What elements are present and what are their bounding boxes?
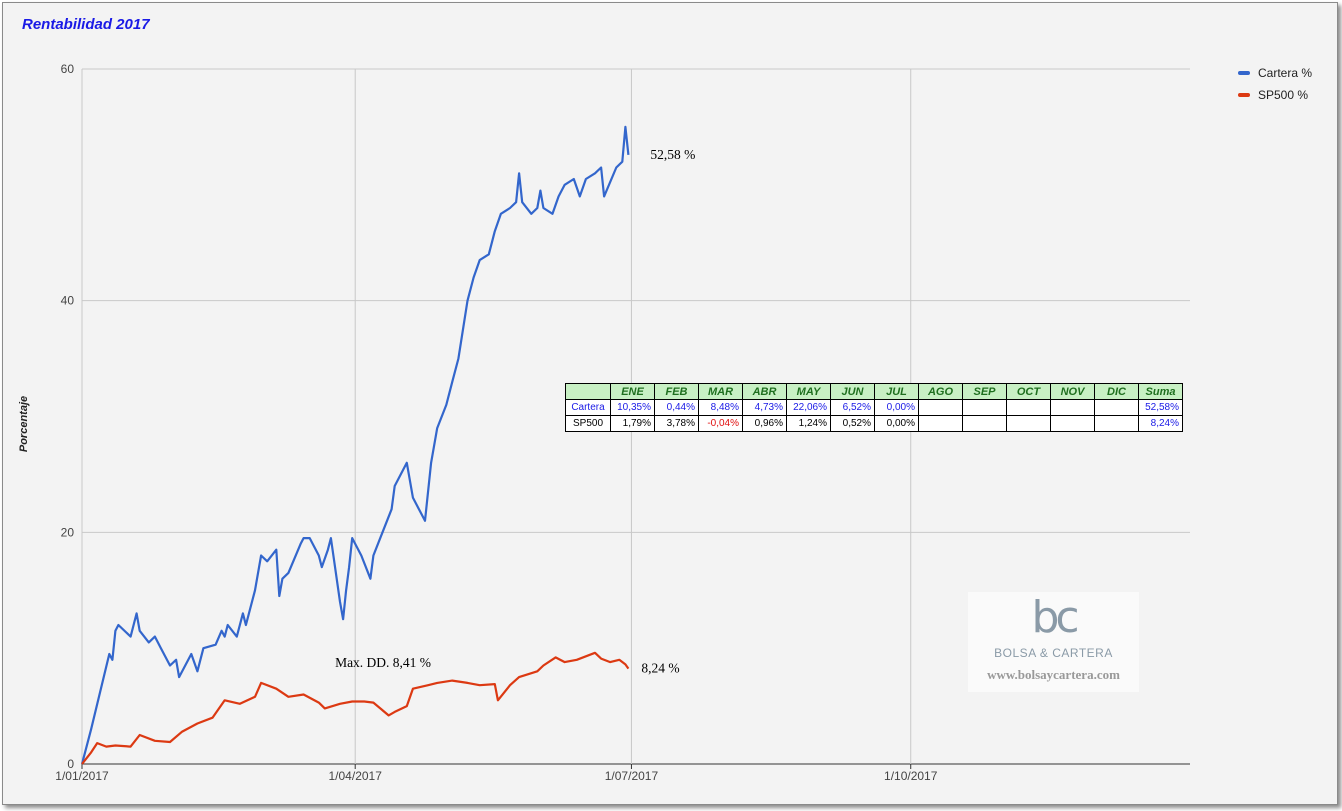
x-tick-label: 1/01/2017 bbox=[55, 769, 109, 783]
chart-title: Rentabilidad 2017 bbox=[22, 16, 150, 33]
table-cell: 10,35% bbox=[610, 399, 655, 416]
table-cell: 6,52% bbox=[830, 399, 875, 416]
table-header-cell: NOV bbox=[1050, 383, 1095, 400]
legend-item-cartera[interactable]: Cartera % bbox=[1238, 62, 1312, 84]
table-row: Cartera 10,35% 0,44% 8,48% 4,73% 22,06% 6,52% 0… bbox=[565, 399, 1183, 416]
table-header-cell: JUN bbox=[830, 383, 875, 400]
table-cell: 1,24% bbox=[786, 415, 831, 432]
table-header-cell: OCT bbox=[1006, 383, 1051, 400]
x-tick-label: 1/04/2017 bbox=[329, 769, 383, 783]
table-cell: 8,48% bbox=[698, 399, 743, 416]
table-header-cell: FEB bbox=[654, 383, 699, 400]
legend: Cartera % SP500 % bbox=[1238, 62, 1312, 106]
table-cell bbox=[918, 399, 963, 416]
y-tick-label: 0 bbox=[67, 757, 74, 771]
table-header-cell: JUL bbox=[874, 383, 919, 400]
series-line-cartera bbox=[80, 125, 630, 765]
table-cell bbox=[1050, 399, 1095, 416]
table-cell: 0,00% bbox=[874, 399, 919, 416]
table-row-label: SP500 bbox=[565, 415, 611, 432]
table-cell: 0,44% bbox=[654, 399, 699, 416]
table-cell: 0,96% bbox=[742, 415, 787, 432]
legend-label-cartera: Cartera % bbox=[1258, 66, 1313, 80]
table-header-cell: SEP bbox=[962, 383, 1007, 400]
table-corner-cell bbox=[565, 383, 611, 400]
table-cell: 3,78% bbox=[654, 415, 699, 432]
series-line-sp500 bbox=[81, 651, 630, 765]
table-row-label: Cartera bbox=[565, 399, 611, 416]
table-cell: 22,06% bbox=[786, 399, 831, 416]
table-header-cell: ABR bbox=[742, 383, 787, 400]
table-header-cell: MAR bbox=[698, 383, 743, 400]
annotation-cartera-end: 52,58 % bbox=[650, 147, 695, 162]
table-cell bbox=[918, 415, 963, 432]
x-tick-label: 1/07/2017 bbox=[605, 769, 659, 783]
table-header-cell: MAY bbox=[786, 383, 831, 400]
table-cell bbox=[1006, 399, 1051, 416]
table-header-row: ENE FEB MAR ABR MAY JUN JUL AGO SEP OCT NOV DIC Suma bbox=[565, 383, 1183, 400]
table-cell: 1,79% bbox=[610, 415, 655, 432]
legend-label-sp500: SP500 % bbox=[1258, 88, 1309, 102]
table-cell bbox=[962, 415, 1007, 432]
table-cell bbox=[1006, 415, 1051, 432]
table-cell: -0,04% bbox=[698, 415, 743, 432]
table-header-cell: DIC bbox=[1094, 383, 1139, 400]
legend-swatch-sp500 bbox=[1238, 93, 1250, 97]
annotation-sp500-end: 8,24 % bbox=[641, 661, 679, 676]
table-cell bbox=[1094, 399, 1139, 416]
table-header-cell: ENE bbox=[610, 383, 655, 400]
watermark-url: www.bolsaycartera.com bbox=[987, 667, 1120, 682]
table-cell bbox=[1050, 415, 1095, 432]
table-row: SP500 1,79% 3,78% -0,04% 0,96% 1,24% 0,52% 0,00… bbox=[565, 415, 1183, 432]
watermark-logo: bc bbox=[1031, 592, 1079, 643]
table-header-cell: Suma bbox=[1138, 383, 1183, 400]
annotation-max-drawdown: Max. DD. 8,41 % bbox=[335, 655, 431, 670]
table-cell bbox=[1094, 415, 1139, 432]
table-cell: 8,24% bbox=[1138, 415, 1183, 432]
table-cell: 52,58% bbox=[1138, 399, 1183, 416]
watermark-name: BOLSA & CARTERA bbox=[994, 646, 1113, 660]
y-tick-label: 20 bbox=[61, 525, 75, 539]
table-header-cell: AGO bbox=[918, 383, 963, 400]
y-tick-label: 60 bbox=[61, 62, 75, 76]
legend-item-sp500[interactable]: SP500 % bbox=[1238, 84, 1312, 106]
monthly-returns-table: ENE FEB MAR ABR MAY JUN JUL AGO SEP OCT NOV DIC Suma… bbox=[565, 383, 1183, 432]
watermark: bc BOLSA & CARTERA www.bolsaycartera.com bbox=[968, 592, 1139, 692]
y-tick-label: 40 bbox=[61, 294, 75, 308]
table-cell: 0,52% bbox=[830, 415, 875, 432]
x-tick-label: 1/10/2017 bbox=[884, 769, 938, 783]
legend-swatch-cartera bbox=[1238, 71, 1250, 75]
table-cell: 4,73% bbox=[742, 399, 787, 416]
table-cell: 0,00% bbox=[874, 415, 919, 432]
table-cell bbox=[962, 399, 1007, 416]
